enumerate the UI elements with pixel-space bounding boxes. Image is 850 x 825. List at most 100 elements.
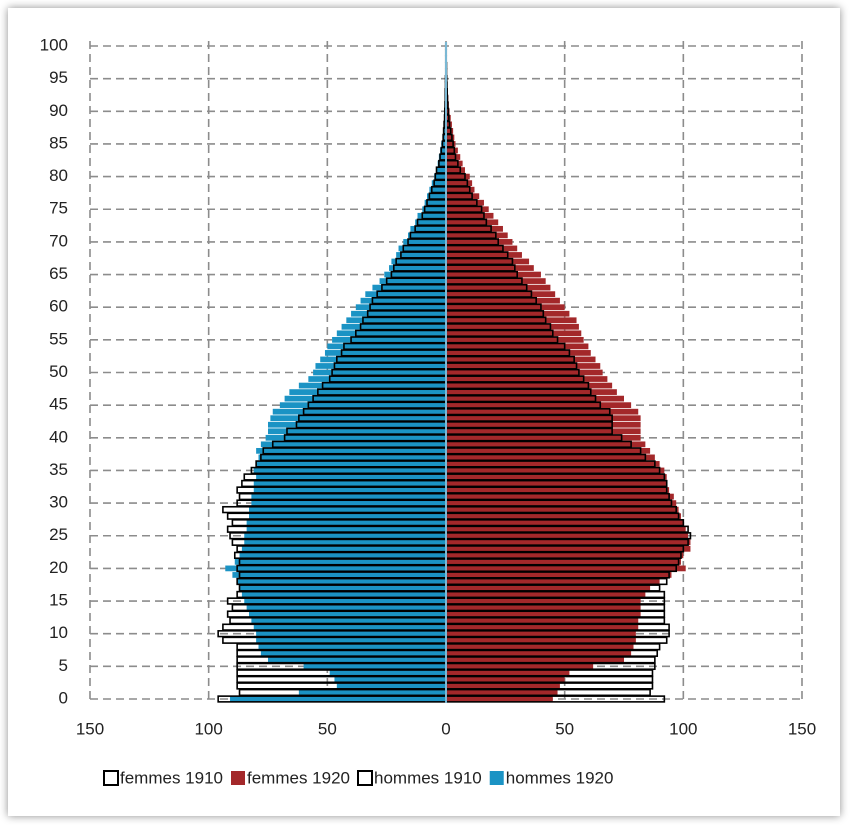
bar: [429, 186, 446, 193]
bar: [446, 317, 577, 324]
bar: [446, 382, 613, 389]
y-tick-label: 10: [49, 623, 68, 642]
bar: [446, 591, 646, 598]
bar: [308, 376, 446, 382]
bar: [446, 297, 560, 304]
bar: [446, 428, 641, 435]
bar: [324, 350, 446, 356]
bar: [396, 252, 446, 258]
bar: [446, 356, 596, 363]
bar: [446, 676, 565, 683]
bar: [446, 526, 686, 533]
bar: [446, 239, 513, 245]
legend-swatch: [231, 771, 245, 785]
x-tick-label: 100: [194, 719, 222, 738]
bar: [446, 271, 541, 278]
x-tick-label: 150: [76, 719, 104, 738]
bar: [446, 310, 570, 317]
bar: [446, 500, 677, 506]
bar: [446, 199, 484, 206]
bar: [446, 323, 579, 330]
bar: [446, 519, 684, 526]
bar: [442, 134, 446, 141]
y-tick-label: 70: [49, 231, 68, 250]
bar: [446, 415, 641, 422]
bar: [258, 643, 446, 650]
bar: [225, 565, 446, 572]
bar: [415, 219, 446, 226]
bar: [446, 578, 660, 585]
bar: [446, 147, 458, 154]
bar: [446, 141, 456, 147]
bar: [253, 467, 446, 474]
y-tick-label: 65: [49, 264, 68, 283]
bar: [246, 604, 446, 611]
bar: [232, 572, 446, 578]
bar: [438, 154, 446, 160]
bar: [410, 225, 446, 232]
x-tick-label: 150: [788, 719, 816, 738]
y-tick-label: 90: [49, 101, 68, 120]
legend-swatch: [357, 770, 373, 786]
bar: [379, 278, 446, 284]
bar: [244, 598, 446, 604]
y-tick-label: 55: [49, 329, 68, 348]
bar: [249, 611, 446, 617]
bar: [403, 239, 446, 245]
bar: [239, 585, 446, 591]
bar: [446, 376, 608, 382]
bar: [446, 552, 684, 559]
bar: [446, 461, 660, 467]
bar: [446, 487, 670, 493]
bar: [270, 415, 446, 422]
bar: [351, 310, 446, 317]
y-tick-label: 35: [49, 460, 68, 479]
bar: [391, 258, 446, 265]
bar: [446, 160, 463, 167]
bar: [446, 225, 503, 232]
bar: [279, 402, 446, 409]
bar: [446, 624, 639, 631]
series: [446, 43, 691, 702]
bar: [446, 630, 636, 637]
bar: [327, 343, 446, 350]
bar: [256, 461, 446, 467]
bar: [241, 545, 446, 552]
bar: [446, 480, 667, 487]
bar: [446, 493, 674, 500]
bar: [434, 173, 446, 180]
bar: [422, 206, 446, 213]
bar: [446, 291, 556, 298]
bar: [253, 480, 446, 487]
bar: [437, 160, 446, 167]
bar: [268, 428, 446, 435]
bar: [246, 526, 446, 533]
legend-label: femmes 1920: [247, 768, 350, 787]
y-tick-label: 15: [49, 591, 68, 610]
bar: [446, 611, 641, 617]
bar: [446, 545, 691, 552]
legend-swatch: [103, 770, 119, 786]
bar: [365, 291, 446, 298]
bar: [446, 212, 494, 219]
bar: [239, 552, 446, 559]
bar: [446, 696, 553, 702]
bar: [446, 154, 461, 160]
y-tick-label: 95: [49, 68, 68, 87]
x-tick-label: 0: [441, 719, 450, 738]
bar: [446, 330, 582, 337]
bar: [329, 670, 446, 676]
bar: [272, 408, 446, 415]
bar: [332, 336, 446, 343]
bar: [446, 663, 594, 670]
bar: [253, 624, 446, 631]
bar: [237, 578, 446, 585]
bar: [446, 186, 475, 193]
series: [225, 43, 446, 702]
bar: [320, 356, 446, 363]
bar: [446, 604, 641, 611]
bar: [446, 252, 522, 258]
y-tick-label: 0: [59, 688, 68, 707]
bar: [446, 454, 655, 461]
